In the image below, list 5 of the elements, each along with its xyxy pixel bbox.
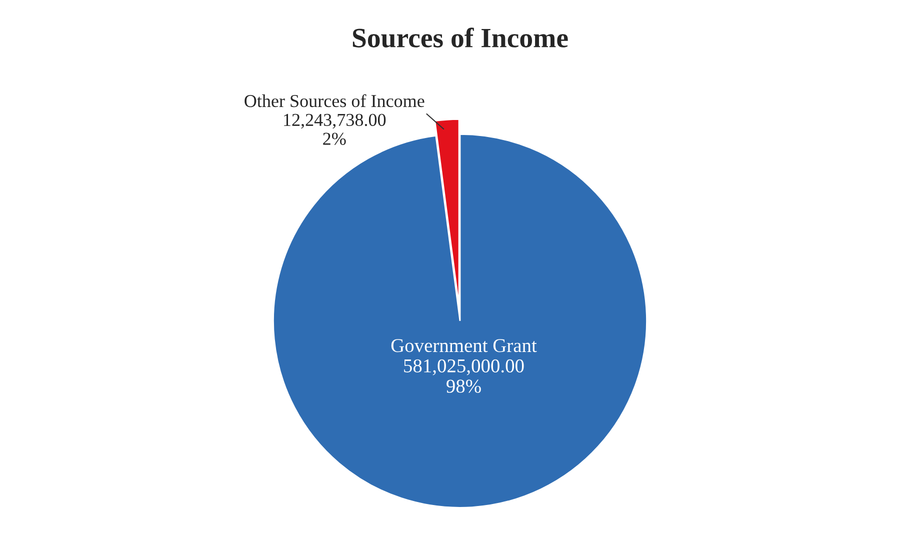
slice-label: Government Grant <box>391 339 537 352</box>
data-label: 12,243,738.00 2% <box>284 114 386 145</box>
chart-title: Sources of Income <box>352 28 568 48</box>
data-label: 581,025,000.00 98% <box>404 359 524 393</box>
slice-label: Other Sources of Income <box>244 94 424 108</box>
